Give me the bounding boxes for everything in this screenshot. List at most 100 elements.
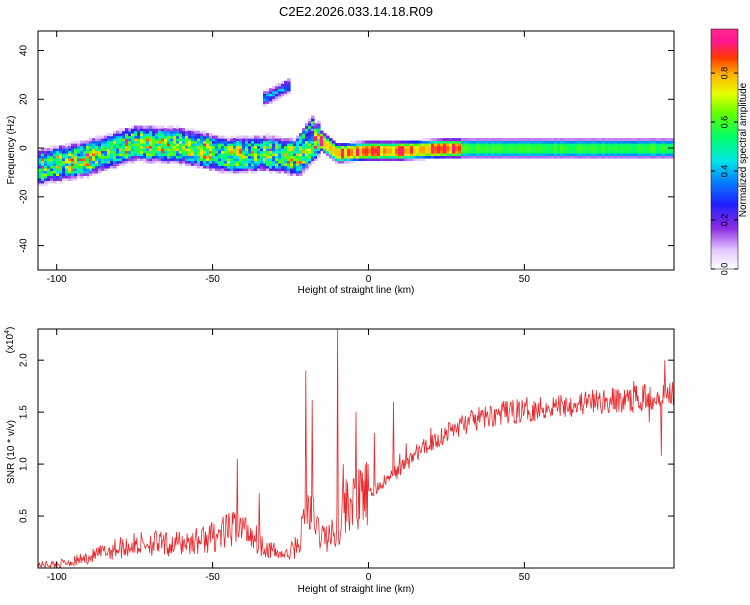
spectrogram-cell bbox=[428, 152, 432, 157]
spectrogram-cell bbox=[149, 148, 153, 152]
spectrogram-cell bbox=[641, 145, 645, 149]
spectrogram-cell bbox=[134, 140, 138, 144]
spectrogram-cell bbox=[65, 145, 69, 149]
spectrogram-cell bbox=[59, 172, 63, 176]
spectrogram-cell bbox=[218, 150, 222, 154]
spectrogram-cell bbox=[251, 138, 255, 142]
spectrogram-cell bbox=[233, 167, 237, 172]
spectrogram-cell bbox=[458, 150, 462, 154]
spectrogram-cell bbox=[137, 135, 141, 139]
spectrogram-cell bbox=[503, 155, 507, 159]
spectrogram-cell bbox=[200, 150, 204, 154]
spectrogram-cell bbox=[74, 148, 78, 152]
spectrogram-cell bbox=[263, 90, 267, 94]
spectrogram-cell bbox=[521, 140, 525, 144]
spectrogram-cell bbox=[320, 135, 324, 139]
spectrogram-cell bbox=[206, 152, 210, 157]
spectrogram-cell bbox=[95, 138, 99, 142]
spectrogram-cell bbox=[230, 167, 234, 172]
spectrogram-cell bbox=[122, 155, 126, 159]
spectrogram-cell bbox=[326, 140, 330, 144]
spectrogram-cell bbox=[314, 155, 318, 159]
spectrogram-cell bbox=[308, 138, 312, 142]
spectrogram-cell bbox=[203, 140, 207, 144]
spectrogram-cell bbox=[47, 175, 51, 179]
spectrogram-cell bbox=[191, 140, 195, 144]
spectrogram-cell bbox=[617, 152, 621, 157]
spectrogram-cell bbox=[305, 148, 309, 152]
spectrogram-cell bbox=[257, 150, 261, 154]
spectrogram-cell bbox=[398, 157, 402, 162]
spectrogram-cell bbox=[179, 162, 183, 167]
spectrogram-cell bbox=[209, 135, 213, 139]
spectrogram-cell bbox=[584, 150, 588, 154]
spectrogram-cell bbox=[632, 148, 636, 152]
spectrogram-cell bbox=[167, 152, 171, 157]
spectrogram-cell bbox=[515, 152, 519, 157]
spectrogram-cell bbox=[146, 140, 150, 144]
spectrogram-cell bbox=[224, 160, 228, 164]
spectrogram-cell bbox=[314, 152, 318, 157]
spectrogram-cell bbox=[371, 143, 375, 147]
spectrogram-cell bbox=[125, 145, 129, 149]
spectrogram-cell bbox=[356, 152, 360, 157]
spectrogram-cell bbox=[353, 150, 357, 154]
spectrogram-cell bbox=[542, 152, 546, 157]
spectrogram-cell bbox=[302, 150, 306, 154]
spectrogram-cell bbox=[65, 172, 69, 176]
spectrogram-cell bbox=[308, 118, 312, 122]
spectrogram-cell bbox=[197, 130, 201, 134]
spectrogram-cell bbox=[626, 138, 630, 142]
spectrogram-cell bbox=[530, 140, 534, 144]
spectrogram-cell bbox=[53, 165, 57, 169]
spectrogram-cell bbox=[545, 138, 549, 142]
spectrogram-cell bbox=[119, 160, 123, 164]
spectrogram-cell bbox=[197, 162, 201, 167]
spectrogram-cell bbox=[215, 157, 219, 162]
spectrogram-cell bbox=[521, 138, 525, 142]
spectrogram-cell bbox=[323, 145, 327, 149]
spectrogram-cell bbox=[593, 152, 597, 157]
spectrogram-cell bbox=[425, 143, 429, 147]
spectrogram-cell bbox=[119, 135, 123, 139]
spectrogram-cell bbox=[563, 148, 567, 152]
spectrogram-cell bbox=[95, 170, 99, 174]
spectrogram-cell bbox=[650, 150, 654, 154]
spectrogram-cell bbox=[311, 155, 315, 159]
spectrogram-cell bbox=[50, 150, 54, 154]
spectrogram-cell bbox=[248, 135, 252, 139]
spectrogram-cell bbox=[278, 95, 282, 99]
spectrogram-cell bbox=[185, 150, 189, 154]
spectrogram-cell bbox=[50, 157, 54, 162]
spectrogram-cell bbox=[509, 138, 513, 142]
spectrogram-cell bbox=[269, 93, 273, 97]
spectrogram-cell bbox=[80, 140, 84, 144]
spectrogram-cell bbox=[110, 155, 114, 159]
spectrogram-cell bbox=[338, 155, 342, 159]
spectrogram-cell bbox=[212, 138, 216, 142]
spectrogram-cell bbox=[164, 143, 168, 147]
spectrogram-cell bbox=[74, 155, 78, 159]
spectrogram-cell bbox=[257, 140, 261, 144]
spectrogram-cell bbox=[404, 143, 408, 147]
spectrogram-cell bbox=[272, 160, 276, 164]
spectrogram-cell bbox=[194, 152, 198, 157]
spectrogram-cell bbox=[74, 170, 78, 174]
spectrogram-cell bbox=[155, 138, 159, 142]
spectrogram-cell bbox=[644, 143, 648, 147]
spectrogram-cell bbox=[119, 150, 123, 154]
spectrogram-cell bbox=[407, 143, 411, 147]
spectrogram-cell bbox=[44, 177, 48, 181]
colorbar: 0.00.20.40.60.8 Normalized spectral ampl… bbox=[710, 28, 749, 275]
x-tick-label: -50 bbox=[205, 572, 220, 583]
spectrogram-cell bbox=[59, 150, 63, 154]
spectrogram-cell bbox=[152, 140, 156, 144]
spectrogram-cell bbox=[662, 138, 666, 142]
spectrogram-cell bbox=[476, 145, 480, 149]
spectrogram-cell bbox=[272, 145, 276, 149]
spectrogram-cell bbox=[266, 162, 270, 167]
spectrogram-cell bbox=[323, 138, 327, 142]
spectrogram-cell bbox=[605, 140, 609, 144]
spectrogram-cell bbox=[179, 138, 183, 142]
spectrogram-cell bbox=[44, 167, 48, 172]
